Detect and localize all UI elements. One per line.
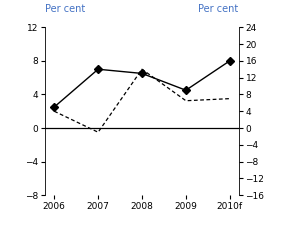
Text: Per cent: Per cent xyxy=(45,4,86,14)
Text: Per cent: Per cent xyxy=(198,4,239,14)
